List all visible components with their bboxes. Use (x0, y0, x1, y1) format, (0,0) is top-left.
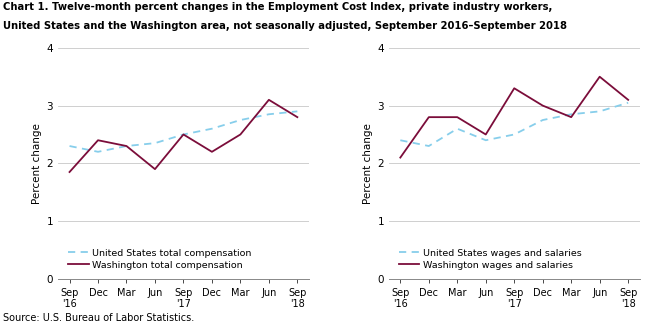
Text: United States and the Washington area, not seasonally adjusted, September 2016–S: United States and the Washington area, n… (3, 21, 567, 31)
Washington total compensation (293, 115, 301, 119)
Washington total compensation (180, 133, 187, 137)
Washington wages and salaries (453, 115, 461, 119)
Washington wages and salaries (596, 75, 603, 79)
United States total compensation (208, 127, 216, 131)
Washington wages and salaries (425, 115, 433, 119)
United States wages and salaries (425, 144, 433, 148)
Text: Chart 1. Twelve-month percent changes in the Employment Cost Index, private indu: Chart 1. Twelve-month percent changes in… (3, 2, 552, 12)
United States total compensation (66, 144, 74, 148)
Line: Washington wages and salaries: Washington wages and salaries (401, 77, 628, 157)
Legend: United States total compensation, Washington total compensation: United States total compensation, Washin… (68, 249, 252, 270)
United States total compensation (123, 144, 130, 148)
Washington wages and salaries (624, 98, 632, 102)
United States wages and salaries (510, 133, 518, 137)
Y-axis label: Percent change: Percent change (363, 123, 373, 204)
Washington wages and salaries (539, 104, 547, 108)
United States wages and salaries (539, 118, 547, 122)
Line: Washington total compensation: Washington total compensation (70, 100, 297, 172)
United States total compensation (94, 150, 102, 154)
United States wages and salaries (482, 138, 490, 142)
Text: Source: U.S. Bureau of Labor Statistics.: Source: U.S. Bureau of Labor Statistics. (3, 314, 194, 323)
United States wages and salaries (453, 127, 461, 131)
United States total compensation (180, 133, 187, 137)
Washington total compensation (208, 150, 216, 154)
Line: United States total compensation: United States total compensation (70, 112, 297, 152)
Washington wages and salaries (510, 86, 518, 90)
Washington total compensation (265, 98, 273, 102)
Washington total compensation (151, 167, 159, 171)
United States total compensation (293, 110, 301, 114)
Line: United States wages and salaries: United States wages and salaries (401, 103, 628, 146)
United States wages and salaries (596, 110, 603, 114)
United States total compensation (265, 112, 273, 116)
Washington wages and salaries (482, 133, 490, 137)
United States total compensation (236, 118, 244, 122)
Washington total compensation (236, 133, 244, 137)
United States wages and salaries (567, 112, 575, 116)
Washington total compensation (94, 138, 102, 142)
Washington wages and salaries (397, 155, 404, 159)
Washington total compensation (66, 170, 74, 174)
Legend: United States wages and salaries, Washington wages and salaries: United States wages and salaries, Washin… (399, 249, 582, 270)
United States wages and salaries (397, 138, 404, 142)
Y-axis label: Percent change: Percent change (32, 123, 43, 204)
Washington total compensation (123, 144, 130, 148)
Washington wages and salaries (567, 115, 575, 119)
United States wages and salaries (624, 101, 632, 105)
United States total compensation (151, 141, 159, 145)
